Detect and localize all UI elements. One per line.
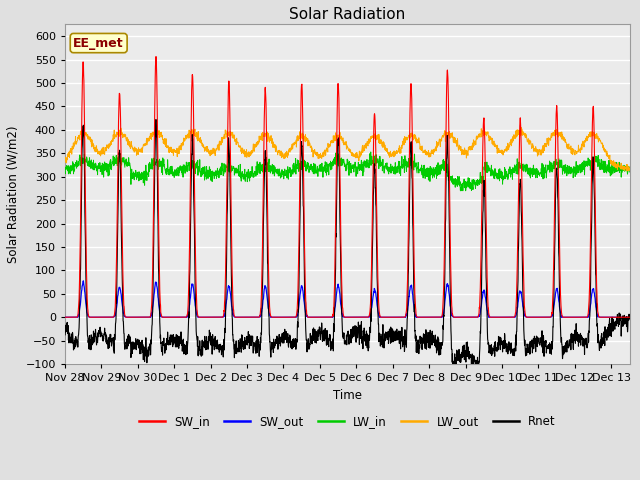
X-axis label: Time: Time [333,389,362,402]
Legend: SW_in, SW_out, LW_in, LW_out, Rnet: SW_in, SW_out, LW_in, LW_out, Rnet [134,410,561,433]
Text: EE_met: EE_met [74,36,124,49]
Title: Solar Radiation: Solar Radiation [289,7,405,22]
Y-axis label: Solar Radiation (W/m2): Solar Radiation (W/m2) [7,126,20,263]
